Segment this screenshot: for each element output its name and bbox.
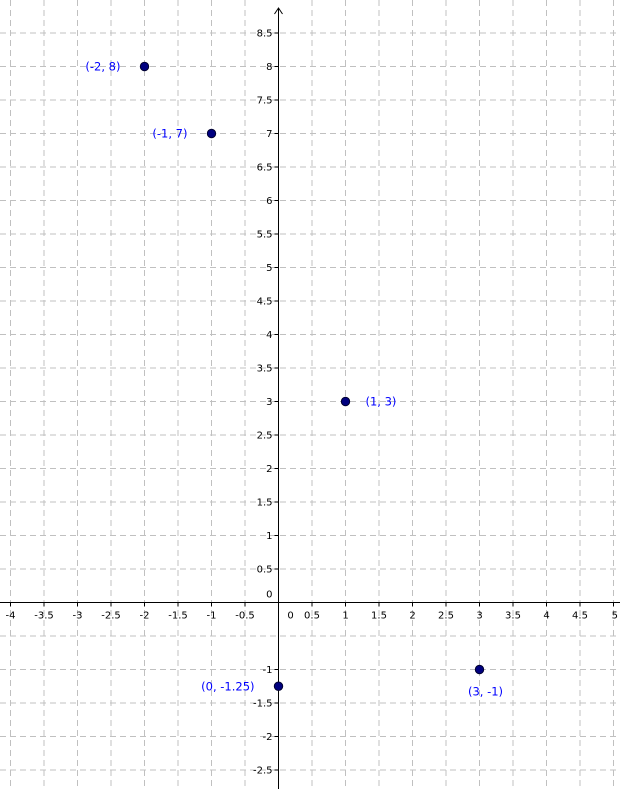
y-tick-label: 0.5 [257,565,273,576]
point-label: (-2, 8) [85,60,120,74]
x-tick-label: 4 [543,611,549,622]
y-tick-label: 7 [266,129,272,140]
point-label: (-1, 7) [152,127,187,141]
y-axis-arrow-icon [274,7,283,15]
y-tick-label: 5 [266,263,272,274]
x-tick-label: 2.5 [438,611,454,622]
x-tick-label: 3 [476,611,482,622]
y-tick-label: 6 [266,196,272,207]
point-label: (3, -1) [468,685,503,699]
y-tick-label: 6.5 [257,163,273,174]
x-tick-label: 4.5 [572,611,588,622]
data-point [474,664,485,675]
x-tick-label: -3 [73,611,83,622]
x-tick-label: -1 [207,611,217,622]
y-tick-label: 8 [266,62,272,73]
x-tick-label: 5 [612,611,618,622]
y-tick-label: 1 [266,531,272,542]
x-tick-label: -0.5 [235,611,255,622]
point-label: (1, 3) [366,395,397,409]
data-point [139,61,150,72]
y-tick-label: -1.5 [253,699,273,710]
x-tick-label: 1.5 [371,611,387,622]
y-tick-label: 1.5 [257,498,273,509]
y-tick-label: 7.5 [257,96,273,107]
x-tick-label: -2 [140,611,150,622]
y-tick-label: 2 [266,464,272,475]
y-tick-label: 0 [266,590,272,601]
x-tick-label: -3.5 [34,611,54,622]
data-point [206,128,217,139]
data-point [340,396,351,407]
x-tick-label: 0.5 [304,611,320,622]
point-label: (0, -1.25) [201,679,254,693]
axes [0,7,620,789]
x-tick-label: 3.5 [505,611,521,622]
y-tick-label: 3.5 [257,364,273,375]
y-tick-label: -2 [263,732,273,743]
y-tick-label: -2.5 [253,766,273,777]
x-tick-label: 1 [342,611,348,622]
x-tick-label: -4 [6,611,16,622]
ticks: -4 -3.5 -3 -2.5 -2 -1.5 -1 -0.5 0 0.5 1 1.5 2 2.5 3 3.5… [6,29,618,777]
y-tick-label: 4.5 [257,297,273,308]
x-tick-label: -1.5 [168,611,188,622]
points: (-2, 8) (-1, 7) (1, 3) (0, -1.25) (3, -1) [85,60,503,699]
data-point [273,681,284,691]
y-tick-label: 3 [266,397,272,408]
y-tick-label: -1 [263,665,273,676]
y-tick-label: 2.5 [257,431,273,442]
y-tick-label: 4 [266,330,272,341]
y-tick-label: 8.5 [257,29,273,40]
x-tick-label: 0 [287,611,293,622]
x-tick-label: -2.5 [101,611,121,622]
x-tick-label: 2 [409,611,415,622]
y-tick-label: 5.5 [257,230,273,241]
